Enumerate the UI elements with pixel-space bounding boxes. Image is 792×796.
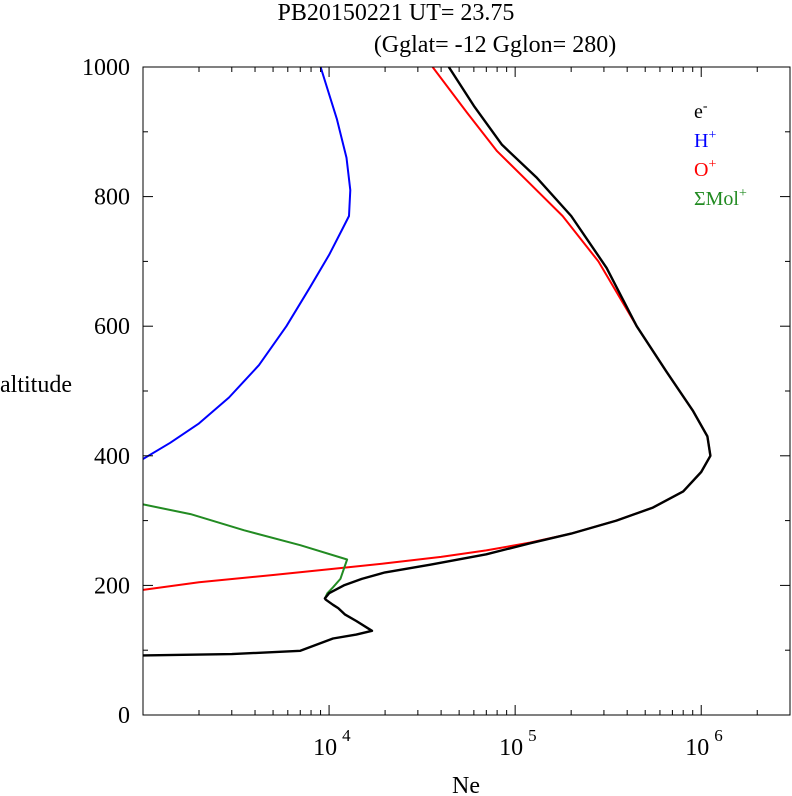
x-tick-label-exponent: 6 bbox=[714, 726, 723, 745]
y-tick-label: 0 bbox=[118, 703, 130, 729]
legend-label: e- bbox=[694, 99, 708, 123]
y-tick-label: 200 bbox=[94, 573, 130, 599]
y-tick-label: 600 bbox=[94, 314, 130, 340]
y-tick-label: 800 bbox=[94, 185, 130, 211]
series-line-h bbox=[143, 67, 352, 460]
y-tick-label: 400 bbox=[94, 444, 130, 470]
y-axis-label: altitude bbox=[0, 372, 72, 398]
series-line-mol bbox=[143, 503, 349, 599]
x-axis-label: Ne bbox=[452, 773, 480, 796]
legend: e- H+ O+ ΣMol+ bbox=[694, 99, 747, 210]
legend-entry: ΣMol+ bbox=[694, 186, 747, 210]
x-tick-label: 10 4 bbox=[313, 726, 351, 761]
legend-entry: e- bbox=[694, 99, 708, 123]
y-tick-label: 1000 bbox=[82, 55, 130, 81]
legend-label: H+ bbox=[694, 128, 716, 152]
x-tick-label: 10 5 bbox=[499, 726, 537, 761]
chart-title-line1: PB20150221 UT= 23.75 bbox=[278, 0, 515, 26]
x-tick-label-base: 10 bbox=[685, 735, 709, 761]
legend-label: O+ bbox=[694, 157, 716, 181]
chart-title-line2: (Gglat= -12 Gglon= 280) bbox=[374, 32, 616, 58]
legend-entry: H+ bbox=[694, 128, 716, 152]
plot-frame bbox=[142, 66, 791, 716]
x-tick-label-base: 10 bbox=[499, 735, 523, 761]
x-tick-label-base: 10 bbox=[313, 735, 337, 761]
x-tick-label: 10 6 bbox=[685, 726, 723, 761]
series-line-o bbox=[143, 67, 712, 591]
x-tick-label-exponent: 4 bbox=[342, 726, 351, 745]
x-tick-label-exponent: 5 bbox=[528, 726, 537, 745]
legend-label: ΣMol+ bbox=[694, 186, 747, 210]
legend-entry: O+ bbox=[694, 157, 716, 181]
series-line-e bbox=[143, 67, 712, 657]
